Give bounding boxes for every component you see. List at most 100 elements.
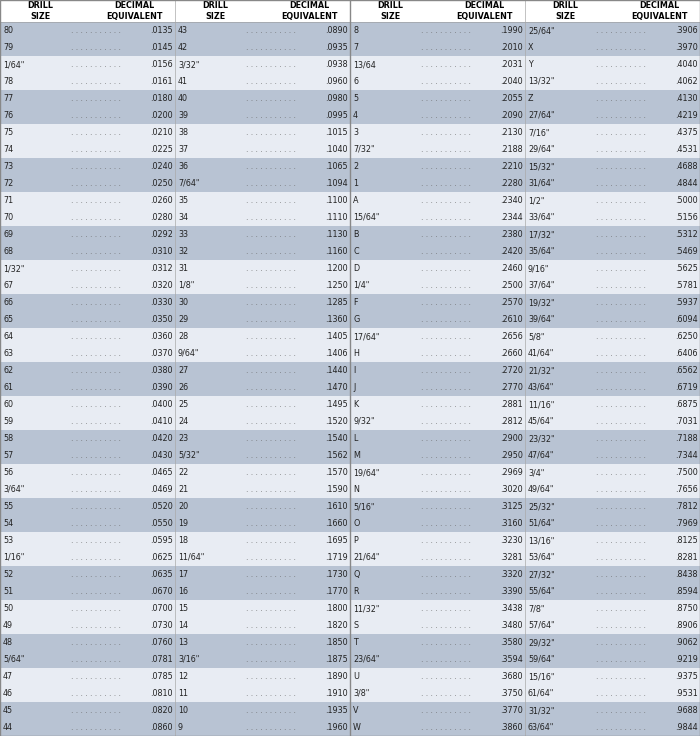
Bar (525, 600, 700, 617)
Bar (175, 362, 350, 379)
Bar (175, 583, 350, 600)
Text: 39/64": 39/64" (528, 315, 554, 324)
Text: . . . . . . . . . . .: . . . . . . . . . . . (596, 723, 646, 732)
Text: . . . . . . . . . . .: . . . . . . . . . . . (596, 604, 646, 613)
Text: . . . . . . . . . . .: . . . . . . . . . . . (71, 383, 121, 392)
Text: . . . . . . . . . . .: . . . . . . . . . . . (596, 706, 646, 715)
Text: M: M (353, 451, 360, 460)
Text: . . . . . . . . . . .: . . . . . . . . . . . (246, 26, 296, 35)
Text: 11/16": 11/16" (528, 400, 554, 409)
Text: . . . . . . . . . . .: . . . . . . . . . . . (421, 587, 471, 596)
Text: 19/64": 19/64" (353, 468, 379, 477)
Text: . . . . . . . . . . .: . . . . . . . . . . . (71, 213, 121, 222)
Text: 3: 3 (353, 128, 358, 137)
Bar (0, 141, 175, 158)
Text: .2900: .2900 (500, 434, 523, 443)
Text: .0785: .0785 (150, 672, 173, 681)
Text: . . . . . . . . . . .: . . . . . . . . . . . (596, 638, 646, 647)
Text: 40: 40 (178, 94, 188, 103)
Text: 9/32": 9/32" (353, 417, 375, 426)
Text: . . . . . . . . . . .: . . . . . . . . . . . (596, 213, 646, 222)
Bar (0, 532, 175, 549)
Text: . . . . . . . . . . .: . . . . . . . . . . . (246, 655, 296, 664)
Bar (350, 447, 525, 464)
Text: N: N (353, 485, 359, 494)
Text: .1820: .1820 (326, 621, 348, 630)
Text: . . . . . . . . . . .: . . . . . . . . . . . (71, 366, 121, 375)
Bar (175, 277, 350, 294)
Text: . . . . . . . . . . .: . . . . . . . . . . . (71, 196, 121, 205)
Text: .5000: .5000 (676, 196, 698, 205)
Text: .1590: .1590 (326, 485, 348, 494)
Text: 9/64": 9/64" (178, 349, 200, 358)
Text: . . . . . . . . . . .: . . . . . . . . . . . (596, 689, 646, 698)
Text: 31/32": 31/32" (528, 706, 554, 715)
Text: 78: 78 (3, 77, 13, 86)
Text: . . . . . . . . . . .: . . . . . . . . . . . (71, 621, 121, 630)
Text: . . . . . . . . . . .: . . . . . . . . . . . (71, 570, 121, 579)
Text: .0820: .0820 (150, 706, 173, 715)
Text: . . . . . . . . . . .: . . . . . . . . . . . (71, 128, 121, 137)
Text: . . . . . . . . . . .: . . . . . . . . . . . (71, 417, 121, 426)
Text: .6719: .6719 (676, 383, 698, 392)
Text: .3906: .3906 (676, 26, 698, 35)
Text: .2040: .2040 (500, 77, 523, 86)
Text: . . . . . . . . . . .: . . . . . . . . . . . (596, 502, 646, 511)
Bar (0, 379, 175, 396)
Text: 26: 26 (178, 383, 188, 392)
Text: . . . . . . . . . . .: . . . . . . . . . . . (421, 451, 471, 460)
Text: . . . . . . . . . . .: . . . . . . . . . . . (246, 162, 296, 171)
Bar (525, 566, 700, 583)
Bar (175, 719, 350, 736)
Text: . . . . . . . . . . .: . . . . . . . . . . . (246, 587, 296, 596)
Text: . . . . . . . . . . .: . . . . . . . . . . . (246, 485, 296, 494)
Text: .2010: .2010 (500, 43, 523, 52)
Text: .3281: .3281 (500, 553, 523, 562)
Text: 23/64": 23/64" (353, 655, 379, 664)
Bar (350, 328, 525, 345)
Text: 25: 25 (178, 400, 188, 409)
Text: X: X (528, 43, 533, 52)
Text: .3580: .3580 (500, 638, 523, 647)
Bar (350, 702, 525, 719)
Text: 8: 8 (353, 26, 358, 35)
Bar (350, 430, 525, 447)
Text: .3750: .3750 (500, 689, 523, 698)
Text: 7: 7 (353, 43, 358, 52)
Bar (175, 634, 350, 651)
Text: 1/4": 1/4" (353, 281, 370, 290)
Text: 3/32": 3/32" (178, 60, 200, 69)
Text: 51/64": 51/64" (528, 519, 554, 528)
Text: . . . . . . . . . . .: . . . . . . . . . . . (596, 553, 646, 562)
Text: . . . . . . . . . . .: . . . . . . . . . . . (421, 434, 471, 443)
Text: . . . . . . . . . . .: . . . . . . . . . . . (421, 621, 471, 630)
Bar (175, 90, 350, 107)
Text: .3480: .3480 (500, 621, 523, 630)
Bar (350, 464, 525, 481)
Text: . . . . . . . . . . .: . . . . . . . . . . . (596, 298, 646, 307)
Text: . . . . . . . . . . .: . . . . . . . . . . . (596, 570, 646, 579)
Text: . . . . . . . . . . .: . . . . . . . . . . . (596, 179, 646, 188)
Bar (175, 464, 350, 481)
Text: .8281: .8281 (676, 553, 698, 562)
Text: . . . . . . . . . . .: . . . . . . . . . . . (246, 434, 296, 443)
Text: 37/64": 37/64" (528, 281, 554, 290)
Bar (175, 209, 350, 226)
Text: 7/32": 7/32" (353, 145, 375, 154)
Bar (0, 243, 175, 260)
Bar (350, 668, 525, 685)
Text: . . . . . . . . . . .: . . . . . . . . . . . (421, 400, 471, 409)
Text: .1770: .1770 (326, 587, 348, 596)
Text: .3680: .3680 (500, 672, 523, 681)
Text: 13/16": 13/16" (528, 536, 554, 545)
Text: .0370: .0370 (150, 349, 173, 358)
Bar (525, 56, 700, 73)
Text: . . . . . . . . . . .: . . . . . . . . . . . (246, 553, 296, 562)
Bar (350, 39, 525, 56)
Text: . . . . . . . . . . .: . . . . . . . . . . . (71, 723, 121, 732)
Bar (0, 345, 175, 362)
Text: .1100: .1100 (326, 196, 348, 205)
Text: .0890: .0890 (326, 26, 348, 35)
Text: .1160: .1160 (326, 247, 348, 256)
Text: 11/64": 11/64" (178, 553, 204, 562)
